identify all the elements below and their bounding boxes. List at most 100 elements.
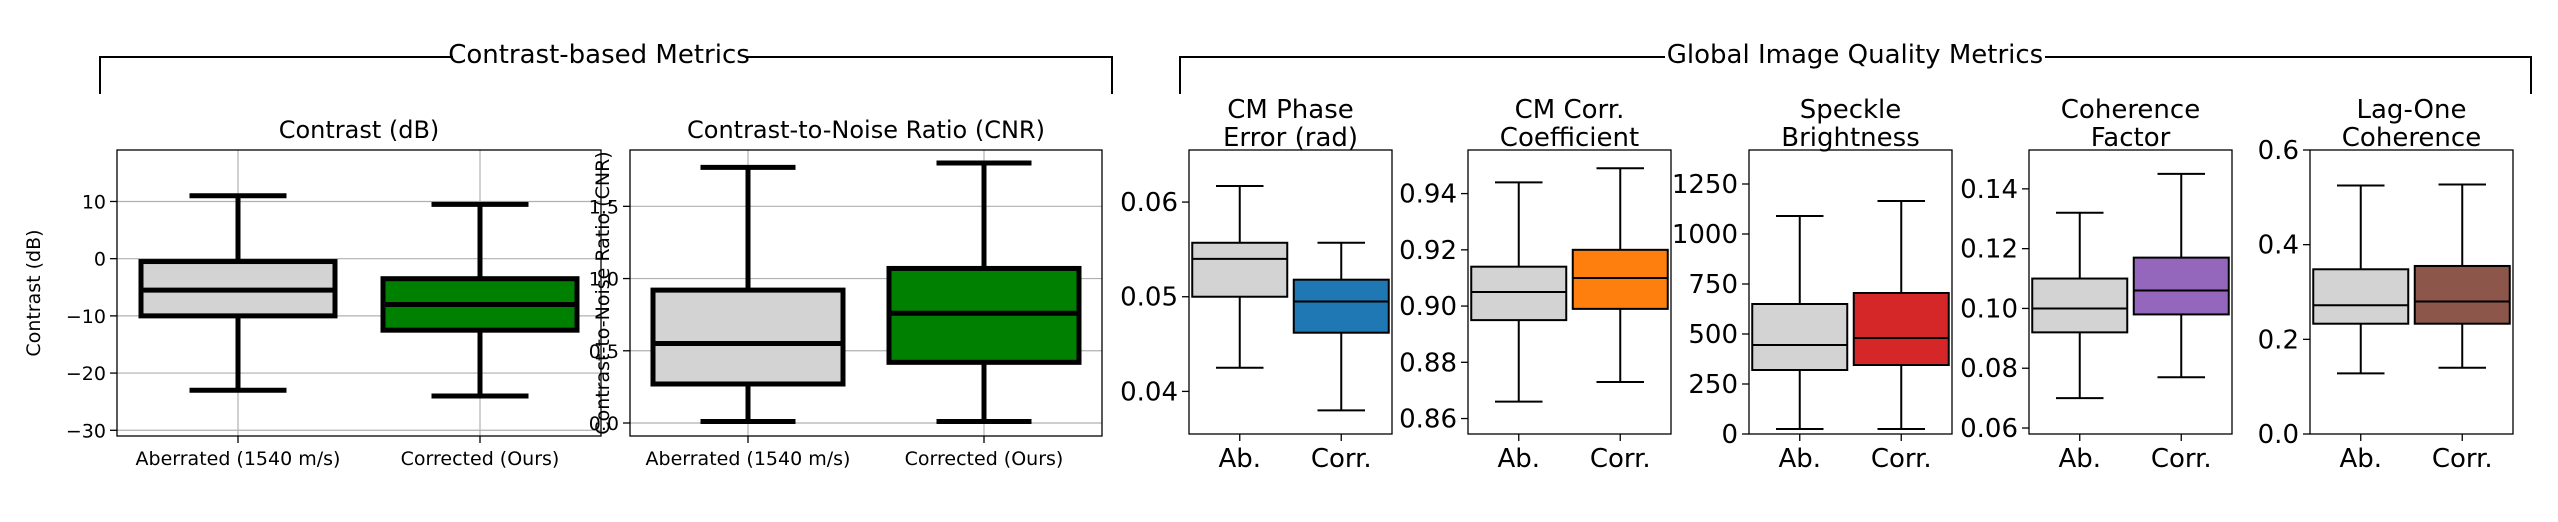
x-tick-label-1: Corrected (Ours) xyxy=(401,448,560,470)
panel-1: −30 −20 −10 0 10 Aberrated (1540 m/s) Correcte… xyxy=(23,116,602,470)
group-bracket-right: Global Image Quality Metrics xyxy=(1179,40,2532,94)
panel-title: Contrast (dB) xyxy=(279,116,440,144)
box-1 xyxy=(2031,211,2129,400)
y-tick-label-2: −10 xyxy=(66,306,106,328)
y-tick-label-4: 0.14 xyxy=(1960,175,2018,205)
chart-panels: −30 −20 −10 0 10 Aberrated (1540 m/s) Correcte… xyxy=(23,95,2514,474)
panel-title-line-2: Factor xyxy=(2091,123,2171,153)
box-2 xyxy=(1852,200,1950,430)
box-1 xyxy=(1470,181,1568,403)
y-tick-label-2: 1.0 xyxy=(589,269,619,291)
plot-frame xyxy=(2309,149,2514,435)
y-tick-label-0: −30 xyxy=(66,420,106,442)
panel-title-line-1: Coherence xyxy=(2061,95,2200,125)
panel-title-line-2: Brightness xyxy=(1781,123,1920,153)
y-tick-label-3: 750 xyxy=(1688,270,1738,300)
y-tick-label-3: 0.6 xyxy=(2258,136,2299,166)
y-tick-label-1: 0.08 xyxy=(1960,354,2018,384)
panel-2: 0.0 0.5 1.0 1.5 Aberrated (1540 m/s) Correcte… xyxy=(589,116,1103,470)
box-2 xyxy=(1571,167,1669,383)
box-2 xyxy=(2413,183,2511,369)
x-tick-label-1: Corr. xyxy=(1311,444,1372,474)
group-title-contrast: Contrast-based Metrics xyxy=(448,40,750,70)
y-tick-label-4: 10 xyxy=(82,191,106,213)
box-2 xyxy=(2132,172,2230,379)
box-iqr xyxy=(1571,248,1669,310)
x-tick-label-1: Corrected (Ours) xyxy=(905,448,1064,470)
y-tick-label-2: 500 xyxy=(1688,320,1738,350)
box-2 xyxy=(380,201,580,399)
y-tick-label-4: 1000 xyxy=(1672,220,1738,250)
box-iqr xyxy=(1292,278,1390,334)
x-tick-label-0: Aberrated (1540 m/s) xyxy=(646,448,851,470)
box-iqr xyxy=(2413,264,2511,325)
box-iqr xyxy=(2132,256,2230,316)
x-tick-label-0: Ab. xyxy=(1218,444,1261,474)
plot-frame xyxy=(1467,149,1672,435)
box-iqr xyxy=(1751,303,1849,371)
box-2 xyxy=(1292,241,1390,412)
x-tick-label-0: Ab. xyxy=(1778,444,1821,474)
box-iqr xyxy=(1191,241,1289,298)
panel-title-line-2: Coefficient xyxy=(1500,123,1639,153)
y-tick-label-3: 1.5 xyxy=(589,196,619,218)
y-tick-label-0: 0.0 xyxy=(2258,420,2299,450)
y-axis-label: Contrast (dB) xyxy=(23,229,45,356)
y-tick-label-1: 0.5 xyxy=(589,341,619,363)
box-1 xyxy=(1191,184,1289,369)
y-tick-label-1: 0.2 xyxy=(2258,325,2299,355)
y-tick-label-3: 0.12 xyxy=(1960,235,2018,265)
x-tick-label-1: Corr. xyxy=(1871,444,1932,474)
box-iqr xyxy=(2031,277,2129,334)
y-tick-label-1: 0.05 xyxy=(1120,283,1178,313)
box-1 xyxy=(138,193,338,393)
box-iqr xyxy=(2312,268,2410,325)
x-tick-label-0: Ab. xyxy=(2339,444,2382,474)
panel-title-line-1: Speckle xyxy=(1800,95,1902,125)
x-tick-label-1: Corr. xyxy=(2151,444,2212,474)
y-tick-label-0: 0.04 xyxy=(1120,377,1178,407)
panel-5: 0 250 500 750 1000 1250 Ab. Corr. SpeckleBrightn… xyxy=(1672,95,1953,474)
y-tick-label-3: 0.92 xyxy=(1399,236,1457,266)
box-1 xyxy=(2312,184,2410,375)
panel-title-line-1: Lag-One xyxy=(2357,95,2467,125)
y-tick-label-0: 0.0 xyxy=(589,413,619,435)
y-tick-label-3: 0 xyxy=(94,249,106,271)
plot-frame xyxy=(1748,149,1953,435)
y-tick-label-0: 0 xyxy=(1721,420,1738,450)
y-tick-label-2: 0.90 xyxy=(1399,292,1457,322)
y-tick-label-2: 0.10 xyxy=(1960,294,2018,324)
y-tick-label-0: 0.86 xyxy=(1399,405,1457,435)
panel-4: 0.86 0.88 0.90 0.92 0.94 Ab. Corr. CM Corr.Coef… xyxy=(1399,95,1672,474)
box-1 xyxy=(1751,215,1849,430)
group-bracket-left: Contrast-based Metrics xyxy=(99,40,1113,94)
panel-title-line-2: Error (rad) xyxy=(1223,123,1358,153)
y-tick-label-4: 0.94 xyxy=(1399,180,1457,210)
y-tick-label-2: 0.06 xyxy=(1120,188,1178,218)
box-2 xyxy=(886,160,1082,425)
box-iqr xyxy=(1470,265,1568,322)
panel-title-line-1: CM Phase xyxy=(1227,95,1353,125)
box-1 xyxy=(650,164,846,425)
y-tick-label-1: 250 xyxy=(1688,370,1738,400)
x-tick-label-0: Aberrated (1540 m/s) xyxy=(136,448,341,470)
y-tick-label-1: 0.88 xyxy=(1399,348,1457,378)
plot-frame xyxy=(116,149,602,437)
x-tick-label-1: Corr. xyxy=(2432,444,2493,474)
x-tick-label-1: Corr. xyxy=(1590,444,1651,474)
plot-frame xyxy=(2028,149,2233,435)
panel-title-line-2: Coherence xyxy=(2342,123,2481,153)
y-tick-label-5: 1250 xyxy=(1672,170,1738,200)
y-tick-label-0: 0.06 xyxy=(1960,414,2018,444)
y-tick-label-2: 0.4 xyxy=(2258,231,2299,261)
plot-frame xyxy=(1188,149,1393,435)
box-iqr xyxy=(1852,292,1950,366)
x-tick-label-0: Ab. xyxy=(2058,444,2101,474)
panel-title-line-1: CM Corr. xyxy=(1515,95,1625,125)
y-axis-label: Contrast-to-Noise Ratio (CNR) xyxy=(592,151,614,434)
panel-6: 0.06 0.08 0.10 0.12 0.14 Ab. Corr. CoherenceFac… xyxy=(1960,95,2233,474)
x-tick-label-0: Ab. xyxy=(1497,444,1540,474)
